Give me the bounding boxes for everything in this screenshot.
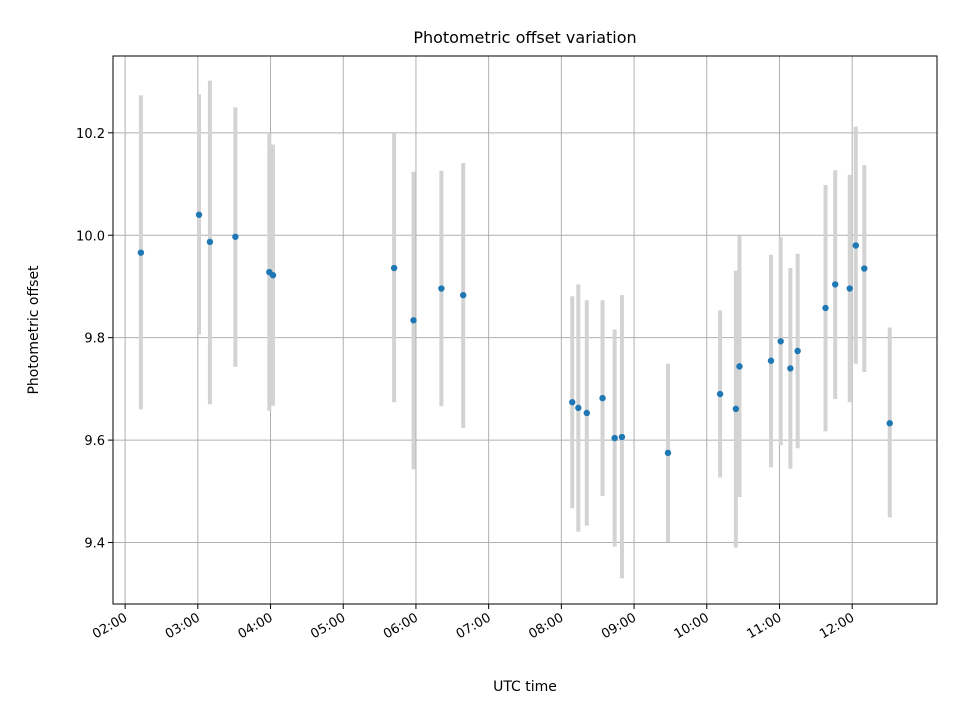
- chart-title: Photometric offset variation: [413, 28, 636, 47]
- data-point: [269, 272, 277, 279]
- data-point: [137, 249, 145, 256]
- y-tick-label: 10.0: [76, 229, 105, 244]
- x-tick-label: 11:00: [745, 610, 785, 642]
- data-point: [832, 281, 839, 288]
- data-point: [410, 317, 417, 324]
- data-point: [438, 285, 445, 292]
- plot-frame: [112, 55, 938, 605]
- grid: [113, 56, 937, 604]
- y-axis-label: Photometric offset: [26, 265, 42, 395]
- data-point: [232, 233, 239, 240]
- data-point: [861, 265, 868, 272]
- data-point: [777, 338, 784, 345]
- data-point: [460, 291, 467, 299]
- data-point: [664, 449, 672, 457]
- y-tick-label: 10.2: [76, 127, 105, 142]
- data-point: [732, 405, 740, 413]
- x-tick-label: 07:00: [454, 610, 494, 642]
- x-tick-label: 10:00: [672, 610, 712, 642]
- data-point: [767, 357, 775, 364]
- data-point: [822, 304, 829, 312]
- data-point: [599, 394, 606, 402]
- data-point: [611, 434, 618, 442]
- x-tick-label: 05:00: [308, 610, 348, 642]
- data-point: [195, 211, 203, 218]
- data-point: [390, 264, 398, 272]
- y-axis-ticks: 9.4 9.6 9.8 10.0 10.2: [76, 127, 113, 552]
- data-points: [137, 211, 893, 457]
- x-tick-label: 12:00: [817, 610, 857, 642]
- x-axis-ticks: 02:00 03:00 04:00 05:00 06:00 07:00 08:00 09:00…: [90, 604, 857, 642]
- data-point: [846, 285, 853, 292]
- data-point: [794, 347, 801, 355]
- y-tick-label: 9.6: [84, 434, 105, 449]
- x-axis-label: UTC time: [493, 679, 557, 695]
- data-point: [206, 238, 214, 246]
- data-point: [787, 365, 794, 372]
- data-point: [736, 363, 743, 370]
- data-point: [618, 433, 626, 441]
- y-tick-label: 9.4: [84, 537, 105, 552]
- error-bars: [138, 80, 892, 579]
- x-tick-label: 08:00: [526, 610, 566, 642]
- y-tick-label: 9.8: [84, 332, 105, 347]
- x-tick-label: 03:00: [163, 610, 203, 642]
- data-point: [852, 242, 860, 249]
- x-tick-label: 09:00: [599, 610, 639, 642]
- data-point: [569, 399, 576, 406]
- x-tick-label: 02:00: [90, 610, 130, 642]
- data-point: [886, 420, 893, 427]
- data-point: [583, 409, 590, 417]
- data-point: [716, 390, 724, 398]
- x-tick-label: 06:00: [381, 610, 421, 642]
- data-point: [575, 404, 582, 412]
- x-tick-label: 04:00: [236, 610, 276, 642]
